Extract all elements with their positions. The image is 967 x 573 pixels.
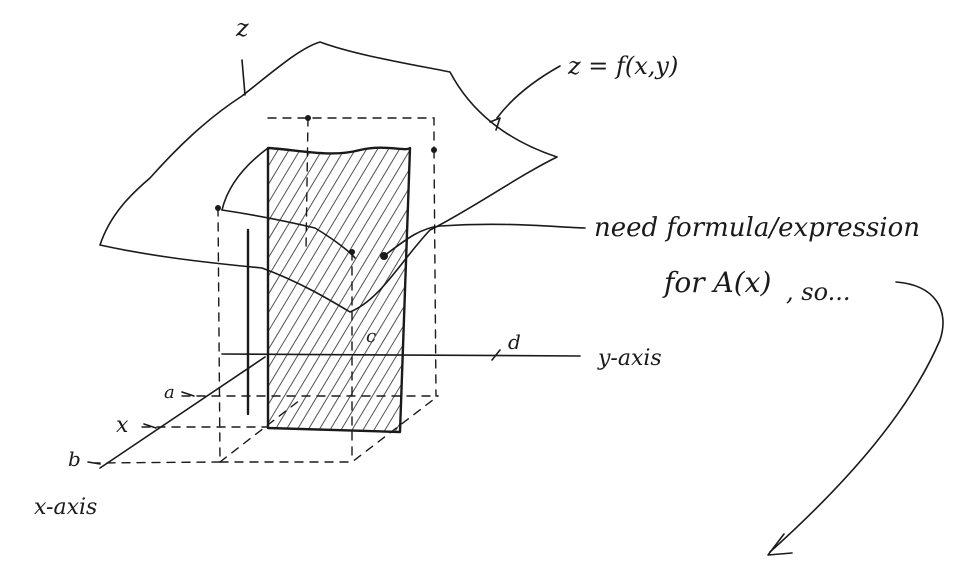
hatch-line: [345, 147, 410, 433]
hatch-line: [367, 147, 410, 433]
c-label: c: [366, 326, 376, 347]
hatch-line: [478, 140, 658, 440]
continuation-arrow: [769, 281, 944, 553]
hatch-line: [334, 147, 410, 433]
hatch-line: [268, 147, 410, 433]
hatch-line: [467, 140, 647, 440]
hatch-line: [445, 140, 625, 440]
note-line-2: for A(x): [662, 266, 771, 299]
corner-point-mid: [349, 249, 355, 255]
hatch-line: [268, 147, 373, 433]
hatch-line: [400, 147, 410, 433]
hatch-line: [268, 147, 340, 433]
hatch-line: [323, 147, 410, 433]
box-left-front-vertical: [217, 207, 221, 463]
hatch-line: [356, 147, 410, 433]
hatch-line: [500, 140, 680, 440]
a-tick: [181, 391, 195, 397]
hatch-line: [489, 140, 669, 440]
hatch-line: [268, 147, 395, 433]
base-left-edge: [94, 461, 221, 464]
box-top-edge: [267, 117, 435, 151]
continuation-arrowhead: [767, 533, 793, 556]
surface-pointer: [496, 65, 561, 119]
note-line-1: need formula/expression: [594, 213, 920, 243]
surface-outline: [99, 41, 558, 313]
a-label: a: [164, 382, 175, 403]
hatch-line: [301, 147, 410, 433]
hatch-line: [268, 147, 274, 433]
hatch-line: [268, 147, 410, 433]
z-axis-line: [241, 59, 246, 96]
hatch-line: [268, 147, 307, 433]
surface-label: z = f(x,y): [567, 52, 678, 80]
hatch-line: [279, 147, 410, 433]
hatch-line: [423, 140, 603, 440]
corner-point-back: [305, 115, 311, 121]
surface-pointer-tick: [489, 117, 501, 131]
base-front-edge: [219, 399, 301, 463]
hatch-line: [434, 140, 614, 440]
slice-curve-left: [221, 147, 269, 211]
y-axis-label: y-axis: [597, 346, 662, 371]
hatch-line: [389, 147, 410, 433]
corner-point-top: [431, 147, 437, 153]
note-pointer: [383, 223, 586, 257]
hatch-line: [268, 147, 285, 433]
x-axis-line: [99, 356, 266, 469]
x-label: x: [116, 413, 129, 438]
hatch-line: [60, 140, 240, 440]
slice-outline: [266, 146, 412, 434]
hatch-line: [268, 147, 384, 433]
box-back-vertical: [305, 117, 309, 251]
b-tick: [87, 461, 101, 465]
x-axis-label: x-axis: [34, 495, 97, 520]
d-label: d: [508, 330, 521, 354]
hatch-line: [268, 147, 410, 433]
hatch-line: [268, 147, 410, 433]
x-tick: [143, 423, 157, 429]
hatch-line: [456, 140, 636, 440]
hatch-line: [312, 147, 410, 433]
hatch-line: [290, 147, 410, 433]
hatch-line: [268, 147, 362, 433]
hatch-line: [412, 140, 592, 440]
note-suffix: , so...: [786, 278, 851, 306]
y-axis-line: [221, 353, 581, 357]
surface-inner-curve: [221, 209, 356, 259]
b-label: b: [68, 447, 81, 471]
d-tick: [491, 349, 501, 361]
slice-hatching: [60, 140, 680, 440]
hatch-line: [268, 147, 329, 433]
hatch-line: [268, 147, 406, 433]
hatch-line: [268, 147, 318, 433]
z-axis-label: z: [235, 14, 249, 42]
corner-point-left: [215, 205, 221, 211]
hatch-line: [268, 147, 351, 433]
hatch-line: [71, 140, 251, 440]
box-right-vertical: [433, 149, 437, 397]
